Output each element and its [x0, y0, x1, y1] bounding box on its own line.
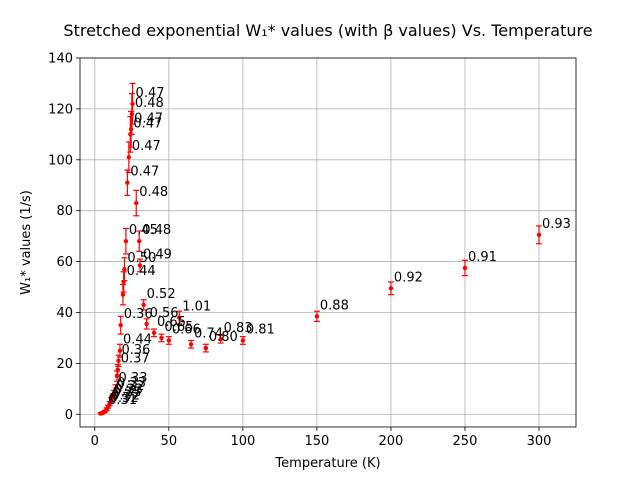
beta-label: 0.33 [119, 371, 148, 386]
beta-label: 0.47 [132, 139, 161, 154]
data-point [462, 265, 468, 271]
beta-label: 0.32 [116, 379, 145, 394]
data-point [151, 330, 157, 336]
beta-label: 0.33 [117, 376, 146, 391]
beta-label: 0.44 [127, 264, 156, 279]
data-point [144, 321, 149, 327]
data-point [159, 335, 164, 341]
data-points [97, 82, 542, 416]
point-labels: 0.310.320.320.350.330.320.330.330.370.36… [108, 86, 571, 408]
data-point [115, 367, 120, 372]
beta-label: 0.36 [124, 307, 153, 322]
beta-label: 0.47 [134, 111, 163, 126]
data-point [141, 302, 146, 308]
x-tick-label: 50 [161, 434, 178, 449]
y-tick-label: 100 [48, 153, 73, 168]
beta-label: 0.31 [108, 393, 137, 408]
data-point [125, 180, 130, 185]
y-tick-label: 140 [48, 52, 73, 67]
data-point [188, 342, 194, 347]
beta-label: 0.88 [320, 298, 349, 313]
data-point [388, 286, 394, 291]
data-point [137, 263, 143, 268]
data-point [166, 338, 172, 343]
data-point [536, 232, 542, 238]
x-tick-label: 200 [379, 434, 404, 449]
y-tick-label: 120 [48, 102, 73, 117]
y-tick-label: 80 [56, 204, 73, 219]
beta-label: 0.83 [224, 321, 253, 336]
beta-label: 0.93 [542, 217, 571, 232]
beta-label: 0.35 [113, 386, 142, 401]
beta-label: 0.56 [150, 306, 179, 321]
data-point [126, 155, 132, 160]
data-point [240, 338, 246, 343]
data-point [117, 348, 123, 353]
y-tick-label: 40 [56, 306, 73, 321]
beta-label: 0.48 [142, 223, 171, 238]
beta-label: 0.65 [157, 315, 186, 330]
beta-label: 0.32 [111, 389, 140, 404]
axis-ticks: 0 50 100 150 200 250 300 0 20 40 60 80 100 120 140 [48, 52, 551, 450]
grid [80, 57, 576, 427]
x-tick-label: 150 [304, 434, 329, 449]
data-point [137, 239, 142, 244]
data-point [134, 200, 139, 206]
beta-label: 0.36 [121, 343, 150, 358]
beta-label: 0.48 [139, 185, 168, 200]
data-point [118, 323, 123, 328]
x-axis-label: Temperature (K) [274, 456, 380, 471]
beta-label: 0.74 [194, 326, 223, 341]
y-tick-label: 60 [56, 255, 73, 270]
beta-label: 1.01 [182, 300, 211, 315]
data-point [314, 314, 320, 319]
beta-label: 0.33 [114, 382, 143, 397]
data-point [123, 239, 129, 244]
beta-label: 0.65 [164, 320, 193, 335]
beta-label: 0.66 [172, 322, 201, 337]
beta-label: 0.48 [135, 96, 164, 111]
beta-label: 0.47 [133, 116, 162, 131]
beta-label: 0.49 [143, 247, 172, 262]
beta-label: 0.80 [209, 330, 238, 345]
data-point [116, 358, 121, 364]
data-point [113, 386, 118, 392]
beta-label: 0.37 [121, 352, 150, 367]
y-tick-label: 0 [65, 408, 73, 423]
data-point [130, 101, 135, 107]
beta-label: 0.91 [468, 250, 497, 265]
beta-label: 0.52 [147, 287, 176, 302]
beta-label: 0.81 [246, 322, 275, 337]
data-point [120, 292, 126, 297]
beta-label: 0.44 [123, 333, 152, 348]
x-tick-label: 300 [527, 434, 552, 449]
x-tick-label: 250 [453, 434, 478, 449]
beta-label: 0.47 [136, 86, 165, 101]
data-point [177, 315, 182, 320]
x-tick-label: 0 [91, 434, 99, 449]
beta-label: 0.92 [394, 270, 423, 285]
beta-label: 0.45 [129, 223, 158, 238]
data-point [122, 267, 127, 272]
beta-label: 0.32 [110, 391, 139, 406]
y-axis-label: W₁* values (1/s) [19, 190, 34, 295]
y-tick-label: 20 [56, 357, 73, 372]
data-point [203, 345, 209, 351]
plot-frame [79, 57, 577, 428]
beta-label: 0.50 [127, 251, 156, 266]
chart-title: Stretched exponential W₁* values (with β… [63, 21, 592, 40]
x-tick-label: 100 [230, 434, 255, 449]
beta-label: 0.47 [130, 165, 159, 180]
data-point [218, 337, 223, 342]
